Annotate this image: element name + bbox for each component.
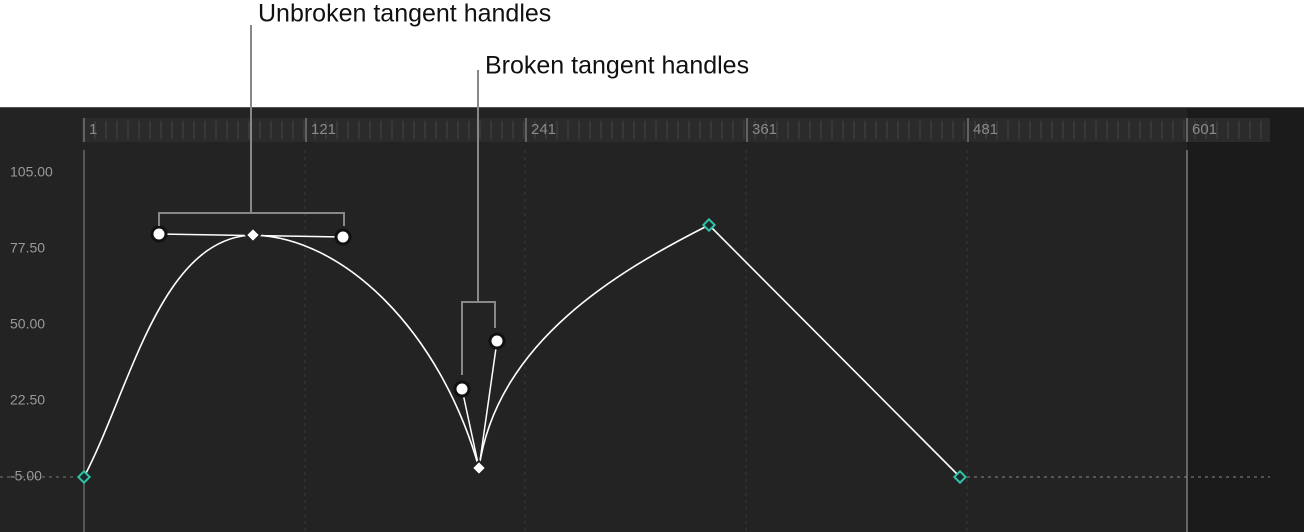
out-of-range [1187,107,1304,532]
ruler-label: 121 [311,121,336,138]
value-label: 22.50 [10,392,45,408]
annotation: Broken tangent handles [485,52,749,80]
ruler-ticks [83,121,1262,139]
value-label: 105.00 [10,164,53,180]
ruler-label: 601 [1192,121,1217,138]
value-label: 77.50 [10,240,45,256]
callouts [158,25,496,375]
graph-panel [0,107,1304,532]
ruler-label: 1 [89,121,97,138]
ruler[interactable] [82,118,1270,142]
ruler-label: 241 [531,121,556,138]
curve[interactable] [83,224,961,478]
panel-border [0,107,1304,108]
ruler-label: 361 [752,121,777,138]
keyframes[interactable] [76,217,968,485]
value-label: -5.00 [10,468,42,484]
ruler-label: 481 [973,121,998,138]
handles[interactable] [150,225,506,398]
annotation: Unbroken tangent handles [258,0,551,28]
value-label: 50.00 [10,316,45,332]
